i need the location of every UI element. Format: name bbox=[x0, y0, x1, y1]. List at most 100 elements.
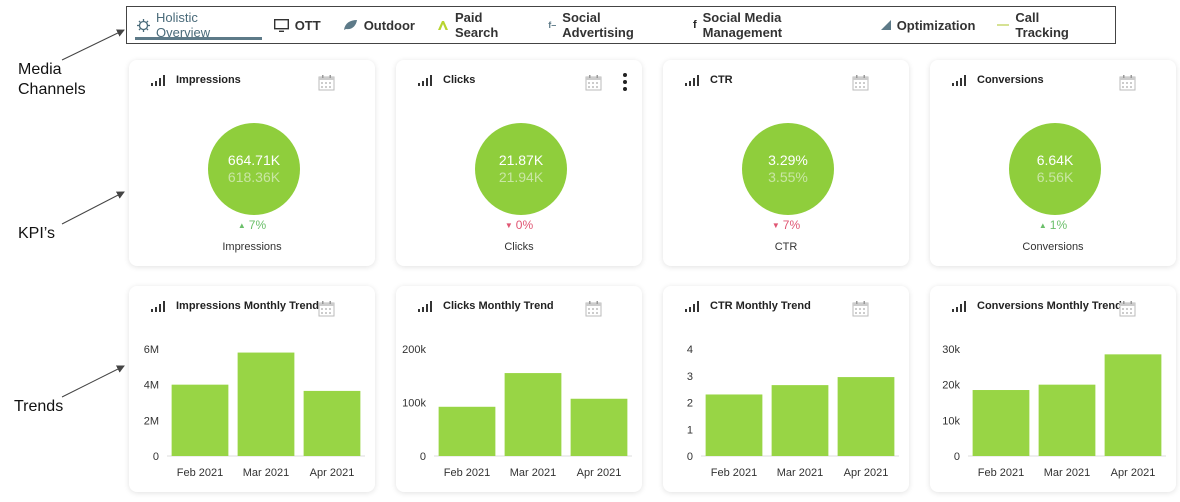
card-header: Impressions Monthly Trend bbox=[151, 300, 319, 312]
calendar-icon[interactable] bbox=[585, 300, 602, 322]
signal-bars-icon bbox=[952, 300, 968, 312]
calendar-icon[interactable] bbox=[1119, 300, 1136, 322]
change-arrow-icon: ▲ bbox=[237, 221, 246, 230]
y-tick-label: 2 bbox=[687, 398, 693, 410]
kpi-change: ▼ 7% bbox=[663, 218, 909, 232]
bar-mar-2021[interactable] bbox=[504, 373, 562, 456]
media-channels-nav: Holistic Overview OTT Outdoor Paid Searc… bbox=[126, 6, 1116, 44]
bar-feb-2021[interactable] bbox=[171, 384, 229, 456]
x-tick-label: Apr 2021 bbox=[844, 467, 889, 479]
card-title: CTR bbox=[710, 74, 733, 86]
chart-title: Impressions Monthly Trend bbox=[176, 300, 320, 312]
y-tick-label: 30k bbox=[942, 344, 960, 356]
trend-card-1: 0 2M 4M 6M Feb 2021 Mar 2021 Apr 2021 Impressio… bbox=[129, 286, 375, 492]
signal-bars-icon bbox=[151, 300, 167, 312]
kebab-menu-icon[interactable] bbox=[622, 72, 628, 97]
tab-holistic-overview[interactable]: Holistic Overview bbox=[135, 7, 262, 43]
bar-apr-2021[interactable] bbox=[303, 390, 361, 456]
bar-chart: 0 2M 4M 6M Feb 2021 Mar 2021 Apr 2021 bbox=[144, 344, 365, 479]
calendar-icon[interactable] bbox=[852, 74, 869, 96]
bar-feb-2021[interactable] bbox=[972, 390, 1030, 456]
kpi-circle: 21.87K 21.94K bbox=[475, 123, 567, 215]
calendar-icon[interactable] bbox=[852, 300, 869, 322]
tab-optimization[interactable]: Optimization bbox=[880, 7, 975, 43]
kpi-label: Clicks bbox=[504, 241, 534, 253]
facebook-icon: f bbox=[692, 19, 697, 31]
bar-chart: 0 100k 200k Feb 2021 Mar 2021 Apr 2021 bbox=[402, 344, 632, 479]
card-header: Conversions bbox=[952, 74, 1044, 86]
x-tick-label: Mar 2021 bbox=[777, 467, 823, 479]
kpi-change-value: 7% bbox=[782, 218, 801, 232]
bar-feb-2021[interactable] bbox=[705, 394, 763, 456]
bar-feb-2021[interactable] bbox=[438, 406, 496, 456]
x-tick-label: Apr 2021 bbox=[1111, 467, 1156, 479]
tab-label: Call Tracking bbox=[1015, 10, 1069, 40]
bar-mar-2021[interactable] bbox=[1038, 384, 1096, 456]
chart-icon bbox=[880, 20, 891, 30]
tab-call-tracking[interactable]: Call Tracking bbox=[997, 7, 1093, 43]
facebook-ads-icon: f– bbox=[548, 20, 557, 30]
x-tick-label: Apr 2021 bbox=[577, 467, 622, 479]
line-icon bbox=[997, 23, 1010, 27]
kpi-previous-value: 21.94K bbox=[498, 169, 544, 185]
y-tick-label: 0 bbox=[687, 451, 693, 463]
kpi-current-value: 3.29% bbox=[768, 152, 808, 168]
bar-apr-2021[interactable] bbox=[1104, 354, 1162, 456]
card-header: CTR bbox=[685, 74, 733, 86]
signal-bars-icon bbox=[418, 74, 434, 86]
change-arrow-icon: ▼ bbox=[771, 221, 780, 230]
signal-bars-icon bbox=[685, 74, 701, 86]
bar-chart: 0 10k 20k 30k Feb 2021 Mar 2021 Apr 2021 bbox=[942, 344, 1166, 479]
calendar-icon[interactable] bbox=[318, 300, 335, 322]
card-header: Conversions Monthly Trend bbox=[952, 300, 1122, 312]
kpi-circle: 3.29% 3.55% bbox=[742, 123, 834, 215]
kpi-change-value: 1% bbox=[1049, 218, 1068, 232]
kpi-previous-value: 6.56K bbox=[1036, 169, 1074, 185]
tab-social-advertising[interactable]: f– Social Advertising bbox=[548, 7, 671, 43]
tab-ott[interactable]: OTT bbox=[273, 7, 321, 43]
tab-social-media-management[interactable]: f Social Media Management bbox=[693, 7, 859, 43]
kpi-label: CTR bbox=[774, 241, 798, 253]
kpi-card-ctr: CTR 3.29% 3.55% ▼ 7% CTR bbox=[663, 60, 909, 266]
arrow-media-channels bbox=[61, 29, 125, 61]
x-tick-label: Mar 2021 bbox=[510, 467, 556, 479]
kpi-card-clicks: Clicks 21.87K 21.94K ▼ 0% Clicks bbox=[396, 60, 642, 266]
bar-apr-2021[interactable] bbox=[837, 377, 895, 456]
bar-mar-2021[interactable] bbox=[237, 352, 295, 456]
monitor-icon bbox=[273, 18, 289, 32]
calendar-icon[interactable] bbox=[585, 74, 602, 96]
y-tick-label: 0 bbox=[153, 451, 159, 463]
kpi-circle: 6.64K 6.56K bbox=[1009, 123, 1101, 215]
tab-outdoor[interactable]: Outdoor bbox=[343, 7, 415, 43]
y-tick-label: 20k bbox=[942, 380, 960, 392]
tab-label: OTT bbox=[294, 17, 321, 33]
calendar-icon[interactable] bbox=[1119, 74, 1136, 96]
bar-mar-2021[interactable] bbox=[771, 385, 829, 456]
kpi-change: ▲ 1% bbox=[930, 218, 1176, 232]
kpi-change: ▲ 7% bbox=[129, 218, 375, 232]
bar-chart: 0 1 2 3 4 Feb 2021 Mar 2021 Apr 2021 bbox=[687, 344, 899, 479]
card-title: Clicks bbox=[443, 74, 476, 86]
kpi-previous-value: 618.36K bbox=[227, 169, 281, 185]
kpi-circle: 664.71K 618.36K bbox=[208, 123, 300, 215]
y-tick-label: 4 bbox=[687, 344, 693, 356]
x-tick-label: Feb 2021 bbox=[711, 467, 757, 479]
kpi-change: ▼ 0% bbox=[396, 218, 642, 232]
tab-label: Paid Search bbox=[454, 10, 499, 40]
chart-title: Conversions Monthly Trend bbox=[977, 300, 1122, 312]
card-header: CTR Monthly Trend bbox=[685, 300, 811, 312]
card-header: Impressions bbox=[151, 74, 241, 86]
bar-apr-2021[interactable] bbox=[570, 398, 628, 456]
y-tick-label: 6M bbox=[144, 344, 159, 356]
x-tick-label: Mar 2021 bbox=[1044, 467, 1090, 479]
y-tick-label: 2M bbox=[144, 415, 159, 427]
signal-bars-icon bbox=[418, 300, 434, 312]
tab-paid-search[interactable]: Paid Search bbox=[437, 7, 526, 43]
kpi-change-value: 0% bbox=[515, 218, 534, 232]
kpi-card-conversions: Conversions 6.64K 6.56K ▲ 1% Conversions bbox=[930, 60, 1176, 266]
annotation-media-channels: Media Channels bbox=[18, 61, 86, 98]
calendar-icon[interactable] bbox=[318, 74, 335, 96]
x-tick-label: Feb 2021 bbox=[177, 467, 223, 479]
annotation-trends: Trends bbox=[14, 398, 64, 415]
card-title: Impressions bbox=[176, 74, 241, 86]
